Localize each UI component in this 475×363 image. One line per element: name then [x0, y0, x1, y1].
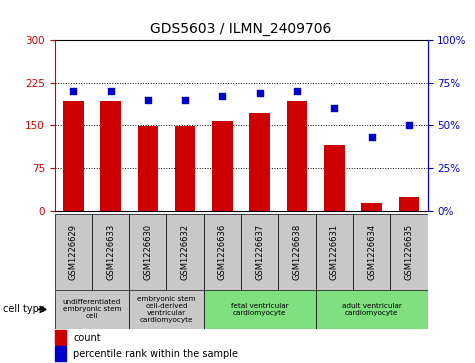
Bar: [92, 214, 129, 290]
Point: [69, 88, 77, 94]
Text: GSM1226629: GSM1226629: [69, 224, 78, 280]
Text: GSM1226636: GSM1226636: [218, 224, 227, 280]
Point: [405, 122, 413, 128]
Bar: [204, 214, 241, 290]
Bar: [361, 203, 382, 211]
Bar: [55, 330, 66, 345]
Text: adult ventricular
cardiomyocyte: adult ventricular cardiomyocyte: [342, 303, 401, 316]
Text: GSM1226633: GSM1226633: [106, 224, 115, 280]
Text: count: count: [73, 333, 101, 343]
Bar: [315, 290, 428, 329]
Bar: [175, 126, 195, 211]
Bar: [204, 290, 315, 329]
Point: [368, 134, 375, 140]
Text: cell type: cell type: [3, 305, 45, 314]
Text: GSM1226635: GSM1226635: [404, 224, 413, 280]
Text: fetal ventricular
cardiomyocyte: fetal ventricular cardiomyocyte: [231, 303, 288, 316]
Text: GSM1226632: GSM1226632: [180, 224, 190, 280]
Bar: [138, 126, 158, 211]
Bar: [212, 121, 233, 211]
Bar: [390, 214, 428, 290]
Bar: [100, 101, 121, 211]
Text: GSM1226634: GSM1226634: [367, 224, 376, 280]
Text: GSM1226638: GSM1226638: [293, 224, 302, 280]
Bar: [129, 290, 204, 329]
Point: [293, 88, 301, 94]
Bar: [241, 214, 278, 290]
Point: [256, 90, 264, 96]
Bar: [315, 214, 353, 290]
Point: [331, 105, 338, 111]
Bar: [55, 290, 129, 329]
Bar: [353, 214, 390, 290]
Text: percentile rank within the sample: percentile rank within the sample: [73, 349, 238, 359]
Text: GSM1226630: GSM1226630: [143, 224, 152, 280]
Bar: [55, 346, 66, 361]
Bar: [278, 214, 316, 290]
Bar: [287, 101, 307, 211]
Bar: [249, 113, 270, 211]
Point: [144, 97, 152, 103]
Bar: [55, 214, 92, 290]
Text: GSM1226637: GSM1226637: [255, 224, 264, 280]
Bar: [324, 145, 344, 211]
Bar: [63, 101, 84, 211]
Bar: [399, 197, 419, 211]
Bar: [167, 214, 204, 290]
Point: [218, 93, 226, 99]
Bar: [129, 214, 166, 290]
Title: GDS5603 / ILMN_2409706: GDS5603 / ILMN_2409706: [151, 22, 332, 36]
Text: GSM1226631: GSM1226631: [330, 224, 339, 280]
Text: embryonic stem
cell-derived
ventricular
cardiomyocyte: embryonic stem cell-derived ventricular …: [137, 296, 196, 323]
Point: [181, 97, 189, 103]
Point: [107, 88, 114, 94]
Text: undifferentiated
embryonic stem
cell: undifferentiated embryonic stem cell: [63, 299, 121, 319]
